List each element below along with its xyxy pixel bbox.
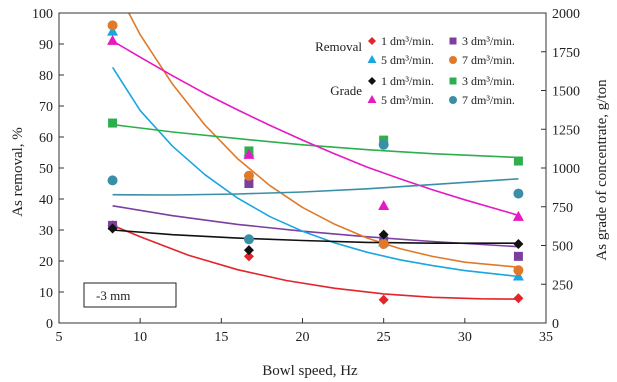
y-left-tick-label: 10 <box>39 286 53 301</box>
data-point-removal-square <box>513 251 523 261</box>
data-point-grade-triangle <box>243 148 255 159</box>
y-left-tick-label: 30 <box>39 224 53 239</box>
trend-line-grade-4 <box>112 229 519 244</box>
y-right-tick-label: 1500 <box>552 85 580 100</box>
axes: 5 10 15 20 25 30 35010203040506070809010002505… <box>32 7 580 345</box>
trend-line-grade-6 <box>112 40 519 217</box>
x-tick-label: 10 <box>133 330 147 345</box>
legend-entry-label: 1 dm³/min. <box>381 34 434 48</box>
x-tick-label: 15 <box>214 330 228 345</box>
legend-entry-label: 3 dm³/min. <box>462 34 515 48</box>
legend: Removal Grade 1 dm³/min. 3 dm³/min. 5 dm³/mi… <box>315 34 515 107</box>
y-left-tick-label: 50 <box>39 162 53 177</box>
trend-lines <box>111 13 519 300</box>
y-right-tick-label: 500 <box>552 240 573 255</box>
legend-entry-label: 7 dm³/min. <box>462 93 515 107</box>
y-left-tick-label: 70 <box>39 100 53 115</box>
data-point-removal-diamond <box>513 293 524 304</box>
legend-entry-label: 1 dm³/min. <box>381 74 434 88</box>
data-point-grade-square <box>513 156 523 166</box>
y-left-tick-label: 40 <box>39 193 53 208</box>
trend-line-removal-2 <box>111 66 519 278</box>
y-left-tick-label: 90 <box>39 38 53 53</box>
data-point-grade-diamond <box>378 229 389 240</box>
legend-marker <box>449 77 457 85</box>
y-left-tick-label: 20 <box>39 255 53 270</box>
x-axis-label: Bowl speed, Hz <box>262 363 358 379</box>
legend-marker <box>449 37 457 45</box>
y-right-tick-label: 250 <box>552 278 573 293</box>
data-point-grade-triangle <box>378 199 390 210</box>
x-tick-label: 20 <box>296 330 310 345</box>
y-right-tick-label: 0 <box>552 317 559 332</box>
x-tick-label: 30 <box>458 330 472 345</box>
y-right-tick-label: 1250 <box>552 123 580 138</box>
x-tick-label: 35 <box>539 330 553 345</box>
y-left-tick-label: 60 <box>39 131 53 146</box>
legend-marker <box>367 95 377 103</box>
data-point-grade-triangle <box>512 210 524 221</box>
legend-marker <box>368 77 376 85</box>
trend-line-removal-0 <box>112 224 519 300</box>
data-point-grade-triangle <box>107 34 119 45</box>
legend-marker <box>367 55 377 63</box>
y-left-tick-label: 100 <box>32 7 53 22</box>
y-left-tick-label: 0 <box>46 317 53 332</box>
data-point-grade-circle <box>107 175 118 186</box>
data-point-grade-diamond <box>107 223 118 234</box>
trend-line-removal-3 <box>128 13 519 268</box>
legend-group-label: Removal <box>315 39 362 54</box>
axis-labels: Bowl speed, Hz As removal, % As grade of… <box>10 79 610 379</box>
data-point-removal-diamond <box>378 294 389 305</box>
y-right-tick-label: 1750 <box>552 46 580 61</box>
y-left-axis-label: As removal, % <box>10 127 26 217</box>
legend-marker <box>449 56 457 64</box>
legend-entry-label: 7 dm³/min. <box>462 53 515 67</box>
y-right-tick-label: 1000 <box>552 162 580 177</box>
size-annotation: -3 mm <box>83 282 177 308</box>
data-point-grade-diamond <box>243 245 254 256</box>
data-point-grade-circle <box>243 234 254 245</box>
data-point-removal-circle <box>378 238 389 249</box>
y-right-tick-label: 750 <box>552 201 573 216</box>
data-point-removal-circle <box>107 20 118 31</box>
data-point-removal-circle <box>243 170 254 181</box>
legend-group-label: Grade <box>330 83 362 98</box>
data-point-removal-diamond <box>243 251 254 262</box>
data-point-removal-circle <box>513 265 524 276</box>
data-point-removal-triangle <box>512 270 524 281</box>
legend-entry-label: 5 dm³/min. <box>381 93 434 107</box>
y-right-tick-label: 2000 <box>552 7 580 22</box>
x-tick-label: 5 <box>56 330 63 345</box>
annotation-box <box>83 282 177 308</box>
y-right-axis-label: As grade of concentrate, g/ton <box>594 79 610 261</box>
data-point-grade-circle <box>378 139 389 150</box>
data-point-grade-circle <box>513 188 524 199</box>
trend-line-grade-7 <box>112 178 519 196</box>
legend-marker <box>368 37 376 45</box>
data-point-grade-diamond <box>513 238 524 249</box>
legend-marker <box>449 96 457 104</box>
annotation-text: -3 mm <box>96 288 130 303</box>
legend-entry-label: 3 dm³/min. <box>462 74 515 88</box>
x-tick-label: 25 <box>377 330 391 345</box>
data-point-removal-square <box>244 179 254 188</box>
data-point-grade-square <box>108 118 118 128</box>
legend-entry-label: 5 dm³/min. <box>381 53 434 67</box>
trend-line-grade-5 <box>112 123 519 159</box>
y-left-tick-label: 80 <box>39 69 53 84</box>
data-point-removal-triangle <box>107 25 119 36</box>
data-markers <box>107 20 524 305</box>
